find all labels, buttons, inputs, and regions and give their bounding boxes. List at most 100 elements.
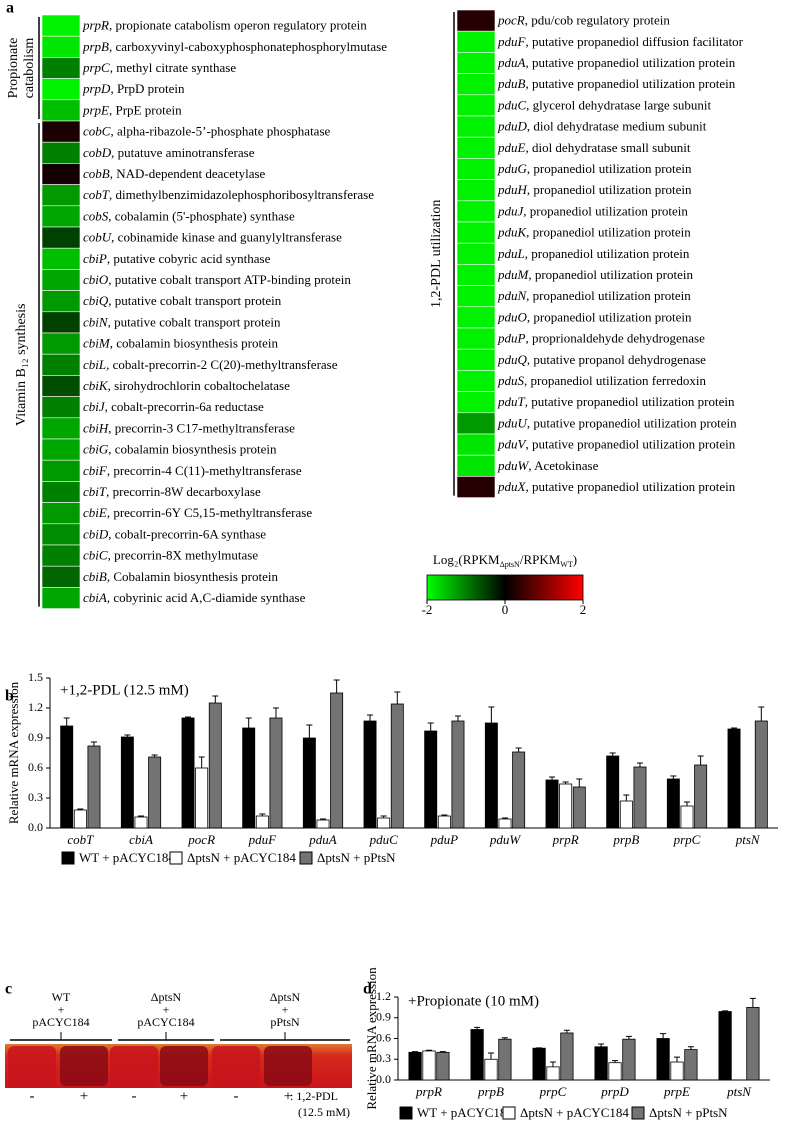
gene-description: , carboxyvinyl-caboxyphosphonatephosphor… (109, 39, 387, 54)
bar (560, 1032, 574, 1081)
bar (120, 736, 134, 829)
heatmap-cell (456, 179, 496, 202)
error-bar (674, 1056, 680, 1063)
gene-description: , putative cobalt transport ATP-binding … (108, 272, 351, 287)
gene-description: , propanediol utilization protein (526, 288, 691, 303)
error-bar (549, 776, 556, 780)
gene-description: , sirohydrochlorin cobaltochelatase (108, 378, 291, 393)
gene-label: pduJ, propanediol utilization protein (497, 203, 688, 218)
gene-label: cbiB, Cobalamin biosynthesis protein (83, 569, 278, 584)
gene-name: cbiT (83, 484, 107, 499)
bar (512, 751, 526, 829)
sample-label: + (282, 1002, 289, 1016)
gene-description: , putative cobalt transport protein (108, 314, 281, 329)
gene-label: pduB, putative propanediol utilization p… (497, 76, 736, 91)
heatmap-cell (41, 481, 81, 503)
heatmap-cell (456, 30, 496, 53)
error-bar (185, 716, 192, 718)
heatmap-cell (41, 269, 81, 291)
heatmap-cell (41, 438, 81, 461)
group-label: Vitamin B₁₂ synthesis (14, 304, 29, 426)
error-bar (320, 818, 326, 820)
tube (264, 1046, 312, 1086)
error-bar (749, 997, 756, 1008)
heatmap-cell (456, 52, 496, 74)
tube (110, 1046, 158, 1086)
bar (619, 800, 633, 829)
error-bar (272, 707, 279, 718)
error-bar (515, 747, 522, 752)
gene-description: , alpha-ribazole-5’-phosphate phosphatas… (110, 124, 330, 139)
sign-label: + (284, 1088, 292, 1104)
gene-label: cobU, cobinamide kinase and guanylyltran… (83, 230, 342, 245)
gene-label: prpR, propionate catabolism operon regul… (82, 18, 367, 33)
gene-label: pduC, glycerol dehydratase large subunit (497, 97, 712, 112)
gene-name: cbiJ (83, 399, 106, 414)
x-tick-label: pduA (308, 832, 337, 847)
x-tick-label: prpB (612, 832, 639, 847)
gene-description: , putative propanediol utilization prote… (525, 479, 735, 494)
x-tick-label: cobT (67, 832, 94, 847)
error-bar (488, 706, 495, 723)
bar (390, 703, 404, 829)
heatmap-cell (41, 226, 81, 249)
heatmap-cell (41, 417, 81, 440)
x-tick-label: prpR (415, 1084, 442, 1099)
bar (608, 1062, 622, 1081)
y-tick-label: 1.2 (28, 700, 43, 714)
colorbar-tick-label: 0 (502, 602, 509, 617)
heatmap-cell (41, 311, 81, 334)
gene-description: , cobalamin biosynthesis protein (108, 442, 277, 457)
gene-description: , cobalamin (5'-phosphate) synthase (108, 208, 295, 223)
legend-label: ΔptsN + pACYC184 (187, 850, 296, 865)
gene-name: pduA (497, 55, 526, 70)
bar (622, 1038, 636, 1081)
gene-name: pduH (497, 182, 528, 197)
gene-description: , putative cobyric acid synthase (107, 251, 271, 266)
colorbar (426, 574, 584, 601)
gene-description: , putative propanediol utilization prote… (525, 55, 735, 70)
bar (498, 818, 512, 829)
error-bar (488, 1052, 494, 1060)
colorbar-tick-label: 2 (580, 602, 587, 617)
gene-label: pduG, propanediol utilization protein (497, 161, 692, 176)
legend-swatch (299, 851, 313, 865)
heatmap-cell (456, 327, 496, 350)
error-bar (394, 691, 401, 704)
gene-name: cbiO (83, 272, 109, 287)
error-bar (563, 1029, 570, 1033)
y-tick-label: 0.9 (376, 1010, 391, 1024)
legend-label: ΔptsN + pACYC184 (520, 1105, 629, 1120)
gene-name: cbiA (83, 590, 107, 605)
x-tick-label: pduF (248, 832, 278, 847)
gene-label: cobC, alpha-ribazole-5’-phosphate phosph… (83, 124, 331, 139)
y-tick-label: 0.9 (28, 730, 43, 744)
gene-name: cobS (83, 208, 109, 223)
gene-label: pduW, Acetokinase (497, 458, 599, 473)
heatmap-cell (41, 205, 81, 228)
bar (606, 755, 620, 829)
tube (212, 1046, 260, 1086)
heatmap-cell (41, 78, 81, 101)
error-bar (90, 741, 97, 746)
gene-label: cbiA, cobyrinic acid A,C-diamide synthas… (83, 590, 306, 605)
bar (594, 1046, 608, 1081)
gene-name: pduF (497, 34, 527, 49)
heatmap-cell (456, 306, 496, 329)
gene-label: cbiT, precorrin-8W decarboxylase (83, 484, 261, 499)
error-bar (367, 714, 374, 721)
x-tick-label: pduW (489, 832, 522, 847)
group-label: 1,2-PDL utilization (429, 200, 444, 308)
gene-description: , cobalt-precorrin-6a reductase (105, 399, 264, 414)
error-bar (562, 781, 569, 784)
x-tick-label: prpD (600, 1084, 629, 1099)
gene-label: cobT, dimethylbenzimidazolephosphoribosy… (83, 187, 374, 202)
sample-label: pPtsN (270, 1015, 300, 1029)
gene-label: cbiJ, cobalt-precorrin-6a reductase (83, 399, 264, 414)
heatmap-cell (41, 290, 81, 313)
heatmap-cell (41, 396, 81, 419)
gene-description: , proprionaldehyde dehydrogenase (525, 331, 705, 346)
tube (8, 1046, 56, 1086)
bar (424, 730, 438, 829)
panel-label: d (363, 981, 372, 998)
